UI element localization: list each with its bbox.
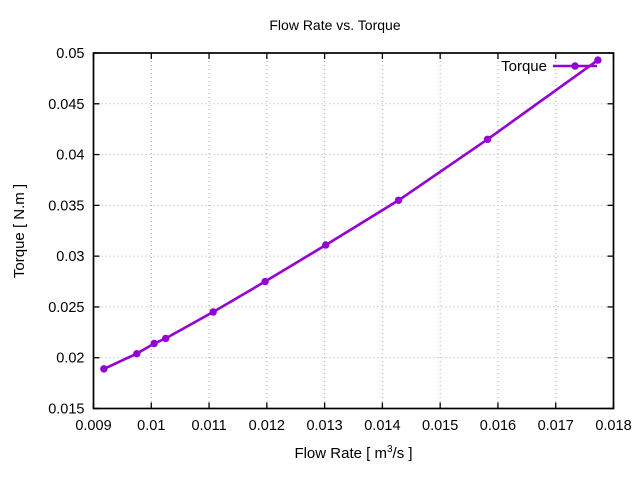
x-tick-label: 0.016 <box>480 418 516 434</box>
x-tick-label: 0.011 <box>191 418 226 434</box>
y-axis-label: Torque [ N.m ] <box>11 184 28 278</box>
plot-border <box>92 52 615 410</box>
data-point <box>483 135 492 144</box>
data-point <box>100 365 108 373</box>
legend-series-label: Torque <box>501 58 547 75</box>
x-tick-label: 0.017 <box>538 418 574 434</box>
legend: Torque <box>501 58 597 75</box>
x-tick-label: 0.015 <box>422 418 458 434</box>
y-tick-label: 0.05 <box>56 46 84 62</box>
data-point <box>261 277 269 286</box>
y-tick-label: 0.015 <box>48 402 84 418</box>
y-tick-label: 0.045 <box>48 97 84 113</box>
legend-sample-marker <box>571 62 579 70</box>
y-tick-label: 0.02 <box>56 351 84 367</box>
x-axis-label: Flow Rate [ m3/s ] <box>294 444 412 462</box>
data-point <box>322 241 330 249</box>
x-tick-label: 0.012 <box>249 418 285 434</box>
data-point <box>394 196 403 204</box>
data-point <box>133 349 141 358</box>
x-tick-label: 0.01 <box>137 418 165 434</box>
x-axis-label-post: /s ] <box>393 445 413 462</box>
chart-title: Flow Rate vs. Torque <box>269 17 400 33</box>
x-tick-label: 0.014 <box>364 418 400 434</box>
x-tick-label: 0.018 <box>595 418 631 434</box>
axis-layer: 0.009 0.01 0.011 0.012 0.013 0.014 0.015 0.016 0… <box>48 46 631 434</box>
x-axis-label-pre: Flow Rate [ m <box>294 445 387 462</box>
data-layer <box>100 56 602 373</box>
x-tick-label: 0.009 <box>75 418 111 434</box>
data-point <box>162 334 170 343</box>
y-tick-label: 0.035 <box>48 198 84 214</box>
y-tick-label: 0.03 <box>56 249 84 265</box>
data-point <box>150 339 158 348</box>
y-tick-label: 0.04 <box>56 148 84 164</box>
torque-series-line <box>103 59 599 371</box>
data-point <box>594 56 602 64</box>
x-axis-label-superscript: 3 <box>387 444 393 455</box>
y-tick-label: 0.025 <box>48 300 84 316</box>
data-point <box>209 308 217 316</box>
x-tick-label: 0.013 <box>306 418 342 434</box>
